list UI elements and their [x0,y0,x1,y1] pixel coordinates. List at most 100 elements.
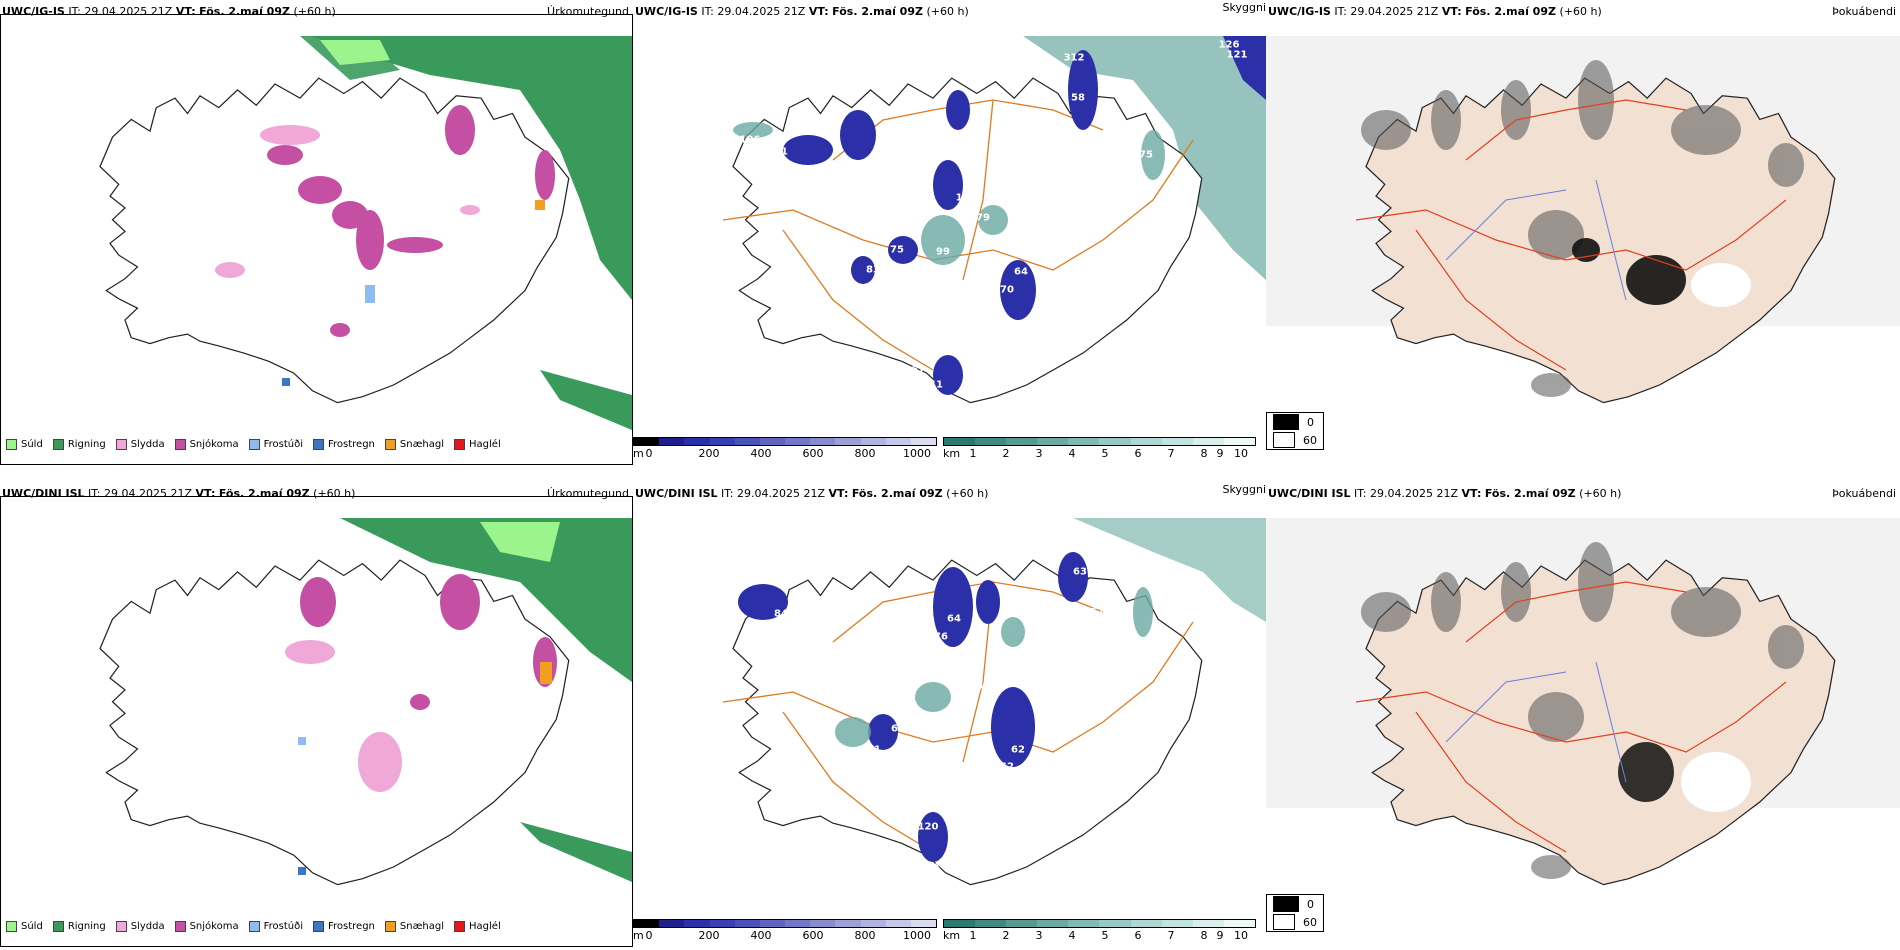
fog-legend-ig: 0 60 [1266,412,1324,450]
fog-title-dini: UWC/DINI ISL IT: 29.04.2025 21Z VT: Fös.… [1268,487,1622,500]
cloud-number: 67 [891,723,905,735]
visibility-color-step [1099,438,1131,445]
cloud-number: 75 [1139,149,1153,161]
ceiling-color-step [734,920,760,927]
cloud-number: 62 [1000,761,1014,773]
fog-map-ig [1266,36,1900,404]
fog-panel-dini: UWC/DINI ISL IT: 29.04.2025 21Z VT: Fös.… [1266,482,1900,947]
cloud-number: 83 [866,264,880,276]
cloud-number: 44 [941,316,955,328]
ceiling-color-step [684,438,710,445]
ceiling-color-step [759,438,786,445]
ceiling-color-step [759,920,786,927]
legend-item-sudd: Súld [6,439,43,450]
cloud-number: 91 [867,744,881,756]
visibility-color-step [1223,920,1255,927]
cloud-number: 41 [929,379,943,391]
cloud-number: 44 [926,861,940,873]
visibility-color-step [975,438,1007,445]
legend-item-frostregn: Frostregn [313,921,375,932]
cloud-number: 76 [934,631,948,643]
precip-label: Úrkomutegund [547,487,629,500]
precip-panel-ig: UWC/IG-IS IT: 29.04.2025 21Z VT: Fös. 2.… [0,0,633,465]
ceiling-color-step [659,438,685,445]
cloud-number: 120 [917,821,939,833]
precip-legend-dini: Súld Rigning Slydda Snjókoma Frostúði Fr… [6,921,501,932]
precip-title-ig: UWC/IG-IS IT: 29.04.2025 21Z VT: Fös. 2.… [2,5,336,18]
cloud-number: 70 [1000,284,1014,296]
ceiling-color-step [810,920,836,927]
ceiling-color-step [910,920,937,927]
precip-title-dini: UWC/DINI ISL IT: 29.04.2025 21Z VT: Fös.… [2,487,356,500]
cloud-number: 62 [1011,744,1025,756]
legend-item-rigning: Rigning [52,921,106,932]
precip-map-dini [1,518,632,918]
cloud-number: 84 [906,864,920,876]
visibility-color-step [944,920,976,927]
cloud-number: 106 [739,134,761,146]
clouds-title-dini: UWC/DINI ISL IT: 29.04.2025 21Z VT: Fös.… [635,487,989,500]
clouds-map-dini [722,518,1266,886]
fog-map-dini [1266,518,1900,886]
clouds-panel-ig: UWC/IG-IS IT: 29.04.2025 21Z VT: Fös. 2.… [633,0,1266,465]
ceiling-color-step [659,920,685,927]
visibility-color-step [1192,438,1224,445]
legend-item-frostudi: Frostúði [248,921,303,932]
visibility-color-step [1130,438,1162,445]
ceiling-color-step [785,438,811,445]
cloud-number: 75 [890,244,904,256]
clouds-label: Skyggni [1222,1,1266,14]
cloud-number: 112 [960,670,982,682]
legend-item-frostudi: Frostúði [248,439,303,450]
legend-item-snaehagl: Snæhagl [384,439,444,450]
ceiling-color-step [835,438,861,445]
ceiling-color-step [885,920,911,927]
cloud-number: 64 [947,613,961,625]
precip-map-ig [1,36,632,436]
cloud-number: 71 [774,146,788,158]
legend-item-haglel: Haglél [454,439,501,450]
visibility-color-step [1130,920,1162,927]
clouds-panel-dini: UWC/DINI ISL IT: 29.04.2025 21Z VT: Fös.… [633,482,1266,947]
cloud-number: 65 [916,747,930,759]
visibility-colorbar-ig: km 1 2 3 4 5 6 7 8 9 10 [943,437,1256,460]
precip-label: Úrkomutegund [547,5,629,18]
precip-panel-dini: UWC/DINI ISL IT: 29.04.2025 21Z VT: Fös.… [0,482,633,947]
cloud-number: 84 [774,608,788,620]
ceiling-color-step [634,920,660,927]
cloud-number: 117 [977,680,999,692]
visibility-color-step [1161,920,1193,927]
cloud-number: 99 [936,246,950,258]
cloud-number: 67 [911,364,925,376]
cloud-number: 64 [1014,266,1028,278]
ceiling-color-step [885,438,911,445]
ceiling-color-step [910,438,937,445]
precip-legend-ig: Súld Rigning Slydda Snjókoma Frostúði Fr… [6,439,501,450]
cloud-number: 77 [924,272,938,284]
fog-legend-dini: 0 60 [1266,894,1324,932]
visibility-color-step [1037,920,1069,927]
cloud-number: 312 [1063,52,1085,64]
ceiling-colorbar-dini: m 0 200 400 600 800 1000 [633,919,937,942]
fog-panel-ig: UWC/IG-IS IT: 29.04.2025 21Z VT: Fös. 2.… [1266,0,1900,465]
visibility-color-step [1099,920,1131,927]
visibility-color-step [1037,438,1069,445]
ceiling-color-step [860,920,886,927]
visibility-colorbar-dini: km 1 2 3 4 5 6 7 8 9 10 [943,919,1256,942]
cloud-number: 10 [1026,86,1040,98]
legend-item-snjokoma: Snjókoma [174,921,239,932]
ceiling-color-step [810,438,836,445]
ceiling-colorbar-row [633,919,937,928]
legend-item-rigning: Rigning [52,439,106,450]
cloud-number: 121 [1226,49,1248,61]
visibility-color-step [944,438,976,445]
fog-label: Þokuábendi [1832,487,1896,500]
cloud-number: 58 [1071,92,1085,104]
clouds-label: Skyggni [1222,483,1266,496]
cloud-number: 70 [1028,568,1042,580]
ceiling-color-step [860,438,886,445]
visibility-color-step [975,920,1007,927]
legend-item-snjokoma: Snjókoma [174,439,239,450]
cloud-number: 147 [1080,129,1102,141]
cloud-number: 73 [935,652,949,664]
